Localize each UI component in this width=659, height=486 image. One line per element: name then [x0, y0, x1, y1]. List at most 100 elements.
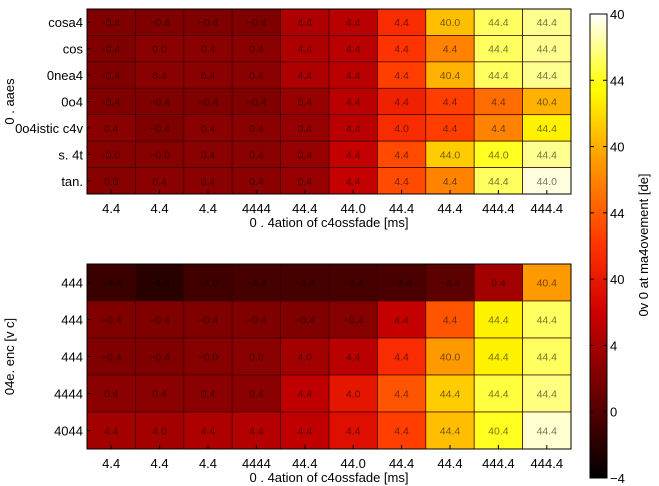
cell-value-label: −0.4 [149, 17, 170, 29]
x-tick-label: 4.4 [151, 456, 169, 471]
x-tick-label: 44.4 [389, 201, 414, 216]
cell-value-label: 4.4 [297, 44, 312, 56]
heatmap-cell [522, 411, 572, 450]
heatmap-cell [86, 167, 136, 195]
heatmap-cell [377, 35, 427, 63]
cell-value-label: 4.4 [346, 44, 361, 56]
heatmap-cell [473, 337, 523, 376]
heatmap-cell [280, 300, 330, 339]
cell-value-label: 4.0 [394, 123, 409, 135]
cell-value-label: 0.4 [249, 70, 264, 82]
cell-value-label: 4.4 [249, 426, 264, 438]
heatmap-cell [86, 8, 136, 36]
heatmap-cell [231, 374, 281, 413]
cell-value-label: 4.4 [297, 70, 312, 82]
cell-value-label: 44.4 [537, 389, 558, 401]
cell-value-label: −0.4 [343, 315, 364, 327]
y-tick-label: tan. [61, 174, 83, 189]
cell-value-label: −0.0 [149, 149, 170, 161]
cell-value-label: 4.0 [152, 426, 167, 438]
colorbar-tick-label: 0 [610, 405, 617, 420]
colorbar-tick-label: 40 [610, 272, 624, 287]
cell-value-label: −0.4 [149, 97, 170, 109]
cell-value-label: 0.4 [249, 44, 264, 56]
colorbar-tick-label: 44 [610, 73, 624, 88]
heatmap-cell [231, 140, 281, 168]
cell-value-label: −0.4 [294, 315, 315, 327]
cell-value-label: 0.4 [152, 176, 167, 188]
heatmap-cell [425, 167, 475, 195]
cell-value-label: −0.4 [198, 97, 219, 109]
y-tick-label: 0o4 [61, 95, 83, 110]
cell-value-label: 4.4 [443, 97, 458, 109]
cell-value-label: 0.4 [104, 123, 119, 135]
y-tick-label: 0o4istic c4v [15, 121, 83, 136]
heatmap-cell [522, 374, 572, 413]
cell-value-label: 44.4 [440, 389, 461, 401]
heatmap-cell [522, 300, 572, 339]
y-tick-label: 444 [61, 313, 83, 328]
cell-value-label: −4.4 [101, 278, 122, 290]
cell-value-label: 4.4 [297, 17, 312, 29]
cell-value-label: -0.4 [102, 97, 120, 109]
cell-value-label: 0.0 [152, 44, 167, 56]
cell-value-label: 40.0 [440, 352, 461, 364]
cell-value-label: 4.4 [346, 97, 361, 109]
y-tick-label: cos [63, 42, 84, 57]
heatmap-cell [473, 87, 523, 116]
cell-value-label: 44.4 [537, 426, 558, 438]
heatmap-cell [135, 374, 185, 413]
cell-value-label: −0.4 [198, 315, 219, 327]
cell-value-label: 0.4 [201, 176, 216, 188]
cell-value-label: 4.0 [297, 352, 312, 364]
cell-value-label: 4.4 [346, 426, 361, 438]
cell-value-label: 4.4 [346, 176, 361, 188]
cell-value-label: 4.4 [201, 426, 216, 438]
y-tick-label: cosa4 [48, 15, 83, 30]
cell-value-label: −4.4 [294, 278, 315, 290]
cell-value-label: 4.4 [394, 315, 409, 327]
x-axis-label: 0 . 4ation of c4ossfade [ms] [250, 470, 409, 485]
cell-value-label: 0.4 [152, 70, 167, 82]
cell-value-label: 4.4 [443, 315, 458, 327]
cell-value-label: 4.4 [104, 426, 119, 438]
heatmap-cell [135, 61, 185, 89]
y-tick-label: 444 [61, 350, 83, 365]
cell-value-label: 4.4 [394, 44, 409, 56]
heatmap-panel-2: −4.4 −4.4 −4.0 −4.4 −4.4 −4.4 −4.4 −4.4 0.4 40.4 −… [2, 263, 572, 485]
cell-value-label: 44.4 [488, 44, 509, 56]
cell-value-label: -0.4 [102, 44, 120, 56]
cell-value-label: 44.4 [537, 315, 558, 327]
cell-value-label: 4.4 [394, 70, 409, 82]
x-tick-label: 44.4 [389, 456, 414, 471]
heatmap-cell [377, 263, 427, 302]
cell-value-label: -0.4 [102, 70, 120, 82]
cell-value-label: 44.4 [537, 44, 558, 56]
heatmap-cell [183, 114, 233, 142]
heatmap-cell [183, 337, 233, 376]
cell-value-label: −0.4 [198, 17, 219, 29]
cell-value-label: 44.4 [537, 149, 558, 161]
cell-value-label: 0.4 [297, 149, 312, 161]
x-tick-label: 444.4 [482, 456, 515, 471]
cell-value-label: 0.4 [249, 123, 264, 135]
cell-value-label: −4.4 [246, 278, 267, 290]
cell-value-label: 40.4 [440, 70, 461, 82]
cell-value-label: 0.4 [201, 70, 216, 82]
cell-value-label: 0.4 [249, 149, 264, 161]
cell-value-label: −0.4 [149, 352, 170, 364]
cell-value-label: −0.4 [149, 315, 170, 327]
cell-value-label: 4.4 [346, 123, 361, 135]
cell-value-label: −4.4 [149, 278, 170, 290]
heatmap-cell [135, 114, 185, 142]
heatmap-cell [280, 411, 330, 450]
heatmap-cell [328, 8, 378, 36]
heatmap-cell [231, 35, 281, 63]
y-axis-label: 04e. enc [v c] [2, 318, 17, 395]
x-tick-label: 44.4 [292, 456, 317, 471]
cell-value-label: 0.4 [297, 123, 312, 135]
x-tick-label: 4.4 [102, 201, 120, 216]
cell-value-label: −4.4 [391, 278, 412, 290]
